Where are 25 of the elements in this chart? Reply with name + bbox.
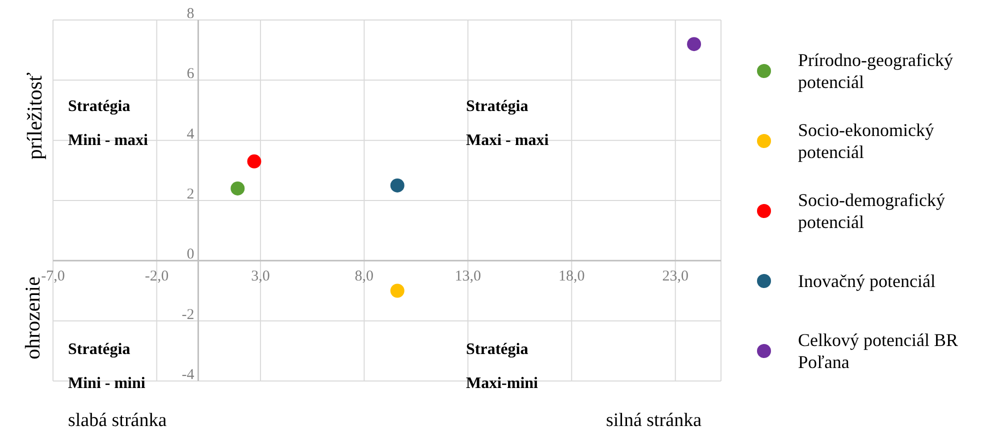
y-tick-label: -2 [182,306,194,323]
x-tick-label: 18,0 [558,268,585,285]
text: silná stránka [606,410,703,432]
x-tick-label: 3,0 [251,268,270,285]
legend-label: Socio-ekonomický potenciál [798,119,935,163]
annotation: Stratégia Mini - mini [68,340,146,394]
text: slabá stránka [68,410,168,432]
legend-label: Prírodno-geografický potenciál [798,49,954,93]
y-axis-title: príležitosť [22,72,48,160]
x-tick-label: 13,0 [454,268,482,285]
x-tick-label: -2,0 [144,268,169,285]
y-tick-label: 6 [186,66,195,82]
y-tick-label: -4 [182,367,195,383]
legend-label: Inovačný potenciál [798,270,936,292]
y-tick-label: 8 [186,6,194,22]
x-tick-label: 23,0 [662,268,688,285]
annotation: Stratégia Maxi-mini [466,340,539,394]
y-tick-label: 2 [186,186,194,202]
x-tick-label: 8,0 [354,268,374,285]
legend-label: Socio-demografický potenciál [798,189,946,233]
y-tick-label: 0 [186,246,194,263]
annotation: Stratégia Maxi - maxi [466,97,550,151]
annotation: Stratégia Mini - maxi [68,97,149,151]
legend-label: Celkový potenciál BR Poľana [798,329,959,373]
y-tick-label: 4 [186,126,195,142]
